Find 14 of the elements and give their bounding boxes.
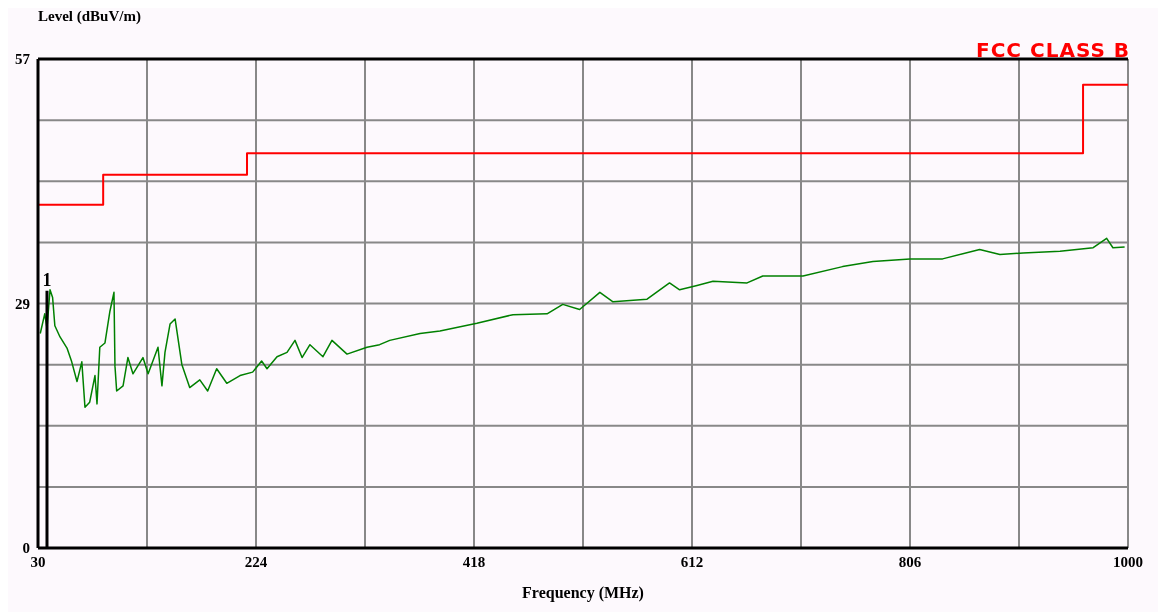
x-axis-title: Frequency (MHz) <box>522 584 644 602</box>
series-label: FCC CLASS B <box>976 38 1130 62</box>
annotation: 1 <box>42 269 52 290</box>
x-tick-label: 612 <box>680 553 704 570</box>
x-tick-label: 1000 <box>1113 553 1143 570</box>
x-tick-label: 224 <box>244 553 268 570</box>
x-tick-label: 30 <box>30 553 46 570</box>
y-tick-label: 57 <box>15 51 31 68</box>
line-series <box>39 237 1126 409</box>
y-axis-title: Level (dBuV/m) <box>38 8 141 25</box>
x-tick-label: 418 <box>462 553 486 570</box>
y-tick-label: 29 <box>15 295 30 312</box>
x-tick-label: 806 <box>898 553 922 570</box>
y-tick-label: 0 <box>22 540 30 557</box>
